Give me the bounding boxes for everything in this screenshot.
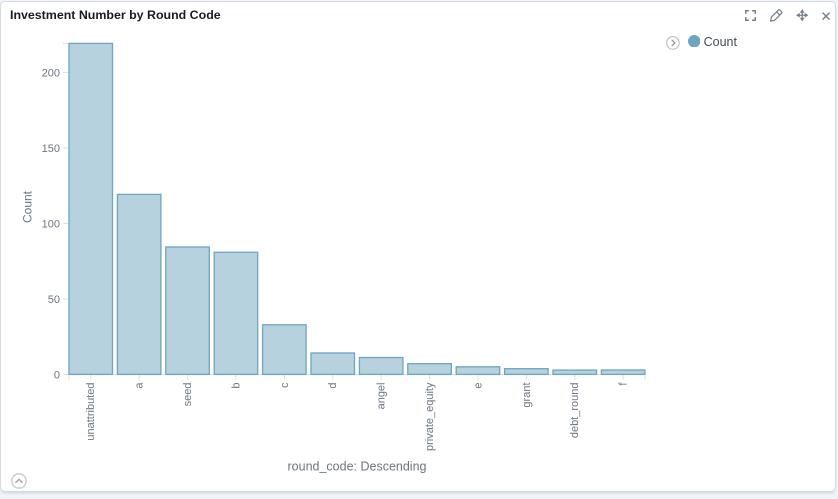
svg-text:0: 0 (54, 369, 60, 381)
svg-text:d: d (327, 383, 339, 389)
svg-text:grant: grant (521, 383, 533, 408)
svg-text:100: 100 (42, 218, 60, 230)
svg-text:a: a (134, 382, 146, 389)
svg-text:angel: angel (376, 383, 388, 410)
svg-text:200: 200 (42, 67, 60, 79)
svg-text:e: e (472, 383, 484, 389)
svg-text:Count: Count (21, 190, 35, 223)
svg-text:50: 50 (48, 294, 60, 306)
svg-text:seed: seed (182, 383, 194, 407)
svg-text:private_equity: private_equity (424, 382, 436, 451)
svg-text:150: 150 (42, 143, 60, 155)
svg-text:b: b (230, 383, 242, 389)
svg-text:c: c (279, 382, 291, 388)
svg-text:unattributed: unattributed (85, 383, 97, 441)
svg-text:round_code: Descending: round_code: Descending (288, 460, 427, 474)
svg-text:debt_round: debt_round (569, 383, 581, 439)
svg-text:f: f (618, 382, 630, 386)
